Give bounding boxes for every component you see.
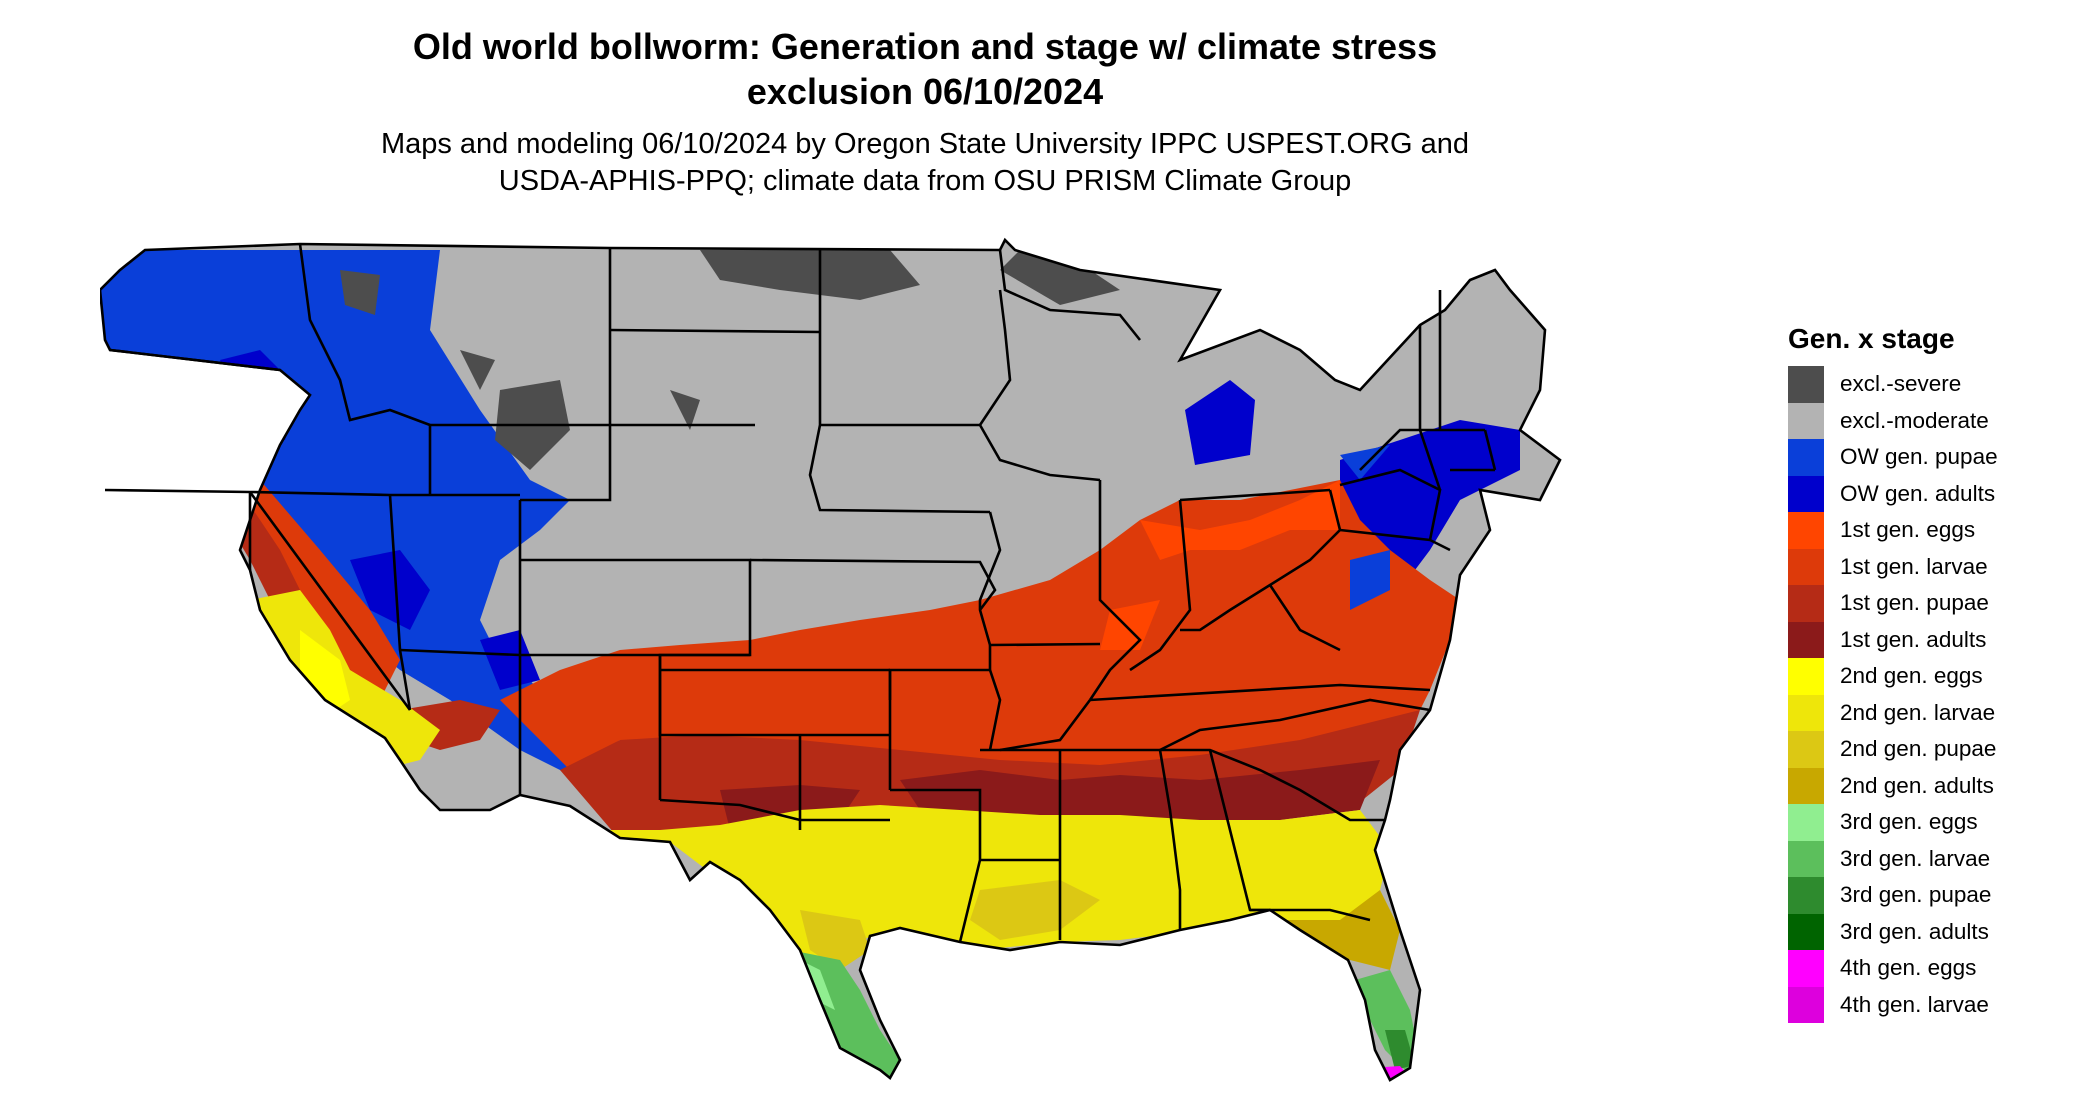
legend-item: 1st gen. larvae bbox=[1788, 548, 2088, 585]
legend-swatch bbox=[1788, 767, 1824, 804]
legend-swatch bbox=[1788, 986, 1824, 1023]
legend-item: 2nd gen. adults bbox=[1788, 767, 2088, 804]
state-borders bbox=[100, 237, 1562, 1082]
legend-item: OW gen. adults bbox=[1788, 475, 2088, 512]
legend-item: 1st gen. pupae bbox=[1788, 585, 2088, 622]
legend-label: 2nd gen. eggs bbox=[1840, 663, 1983, 689]
legend-item: 1st gen. adults bbox=[1788, 621, 2088, 658]
legend-item: 2nd gen. larvae bbox=[1788, 694, 2088, 731]
legend-label: excl.-moderate bbox=[1840, 407, 1989, 433]
legend-label: 2nd gen. pupae bbox=[1840, 736, 1997, 762]
legend-swatch bbox=[1788, 804, 1824, 841]
legend-item: 1st gen. eggs bbox=[1788, 512, 2088, 549]
conus-map bbox=[100, 237, 1562, 1082]
legend-swatch bbox=[1788, 913, 1824, 950]
legend-item: 3rd gen. adults bbox=[1788, 913, 2088, 950]
legend-swatch bbox=[1788, 840, 1824, 877]
map-title-line-1: Old world bollworm: Generation and stage… bbox=[412, 26, 1438, 67]
legend-label: 3rd gen. eggs bbox=[1840, 809, 1978, 835]
legend-item: 2nd gen. eggs bbox=[1788, 658, 2088, 695]
legend: Gen. x stage excl.-severe excl.-moderate O… bbox=[1788, 322, 2088, 1023]
legend-item: excl.-moderate bbox=[1788, 402, 2088, 439]
legend-swatch bbox=[1788, 658, 1824, 695]
legend-label: OW gen. adults bbox=[1840, 480, 1996, 506]
legend-label: 1st gen. adults bbox=[1840, 626, 1987, 652]
legend-items: excl.-severe excl.-moderate OW gen. pupae O… bbox=[1788, 366, 2088, 1023]
legend-item: 4th gen. larvae bbox=[1788, 986, 2088, 1023]
legend-item: 2nd gen. pupae bbox=[1788, 731, 2088, 768]
legend-swatch bbox=[1788, 512, 1824, 549]
map-title: Old world bollworm: Generation and stage… bbox=[250, 24, 1600, 114]
legend-title: Gen. x stage bbox=[1788, 323, 1955, 354]
map-subtitle-line-2: USDA-APHIS-PPQ; climate data from OSU PR… bbox=[498, 165, 1352, 197]
legend-label: 4th gen. larvae bbox=[1840, 991, 1989, 1017]
map-subtitle-line-1: Maps and modeling 06/10/2024 by Oregon S… bbox=[380, 128, 1470, 160]
legend-item: OW gen. pupae bbox=[1788, 439, 2088, 476]
legend-swatch bbox=[1788, 694, 1824, 731]
legend-swatch bbox=[1788, 548, 1824, 585]
map-subtitle: Maps and modeling 06/10/2024 by Oregon S… bbox=[250, 126, 1600, 200]
map-title-line-2: exclusion 06/10/2024 bbox=[746, 71, 1104, 112]
legend-label: 4th gen. eggs bbox=[1840, 955, 1977, 981]
legend-swatch bbox=[1788, 621, 1824, 658]
legend-label: 1st gen. pupae bbox=[1840, 590, 1989, 616]
legend-item: excl.-severe bbox=[1788, 366, 2088, 403]
legend-item: 4th gen. eggs bbox=[1788, 950, 2088, 987]
legend-swatch bbox=[1788, 475, 1824, 512]
legend-item: 3rd gen. pupae bbox=[1788, 877, 2088, 914]
legend-swatch bbox=[1788, 877, 1824, 914]
legend-label: 3rd gen. adults bbox=[1840, 918, 1989, 944]
legend-label: 1st gen. larvae bbox=[1840, 553, 1988, 579]
legend-label: OW gen. pupae bbox=[1840, 444, 1998, 470]
legend-label: 3rd gen. pupae bbox=[1840, 882, 1992, 908]
legend-label: 3rd gen. larvae bbox=[1840, 845, 1991, 871]
legend-swatch bbox=[1788, 366, 1824, 403]
legend-swatch bbox=[1788, 439, 1824, 476]
legend-swatch bbox=[1788, 731, 1824, 768]
legend-swatch bbox=[1788, 402, 1824, 439]
legend-label: 2nd gen. larvae bbox=[1840, 699, 1996, 725]
legend-swatch bbox=[1788, 585, 1824, 622]
legend-swatch bbox=[1788, 950, 1824, 987]
legend-label: 1st gen. eggs bbox=[1840, 517, 1976, 543]
legend-label: excl.-severe bbox=[1840, 371, 1962, 397]
legend-item: 3rd gen. eggs bbox=[1788, 804, 2088, 841]
legend-item: 3rd gen. larvae bbox=[1788, 840, 2088, 877]
legend-label: 2nd gen. adults bbox=[1840, 772, 1994, 798]
